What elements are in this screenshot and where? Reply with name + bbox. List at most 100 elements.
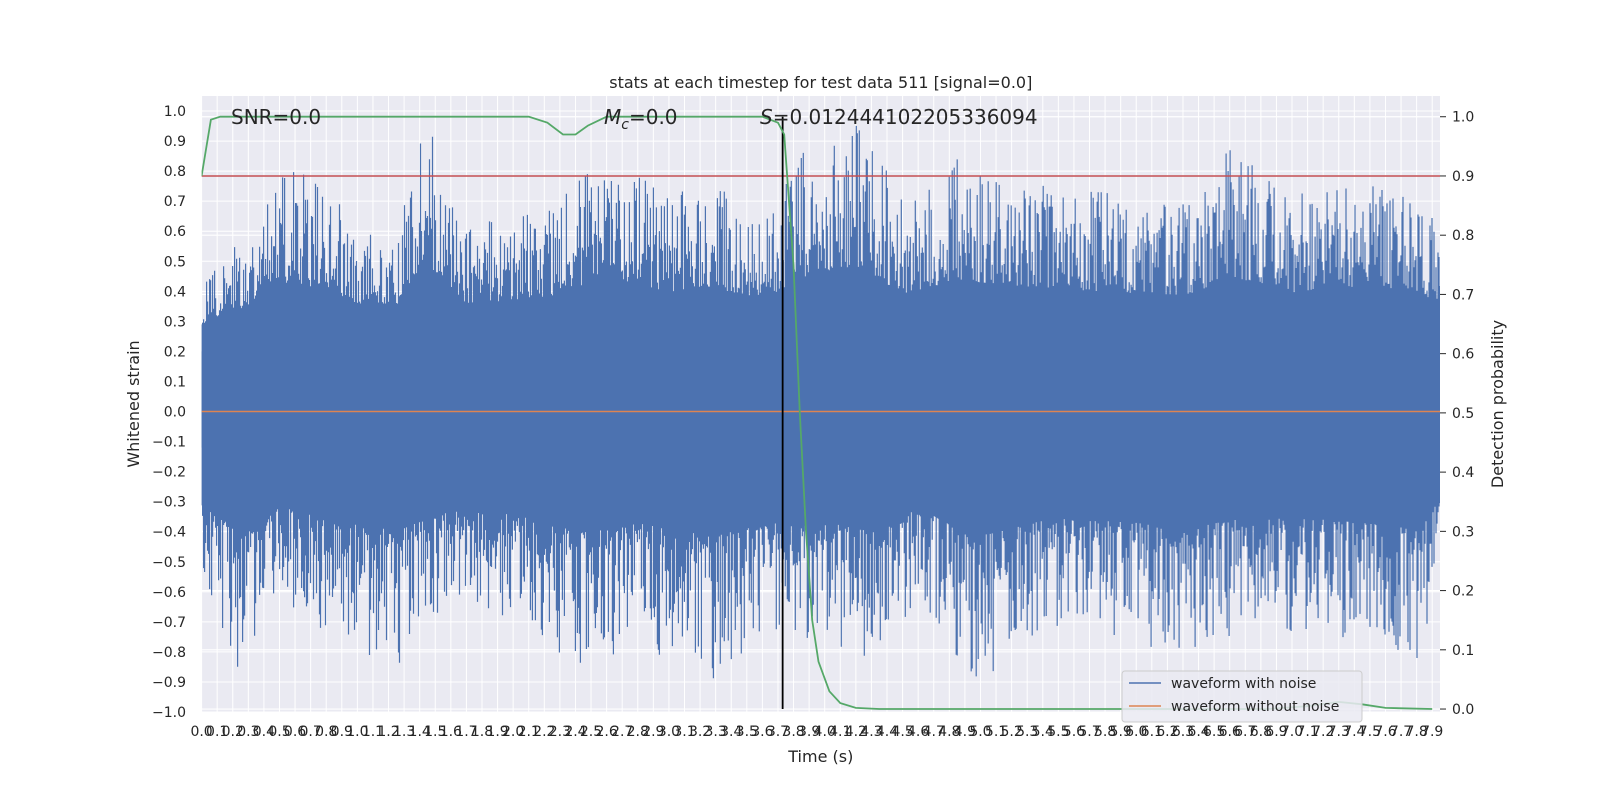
x-tick-label: 0.7 xyxy=(300,724,322,740)
x-tick-label: 0.9 xyxy=(331,724,353,740)
x-tick-label: 3.0 xyxy=(658,724,680,740)
x-tick-label: 7.0 xyxy=(1281,724,1303,740)
x-tick-label: 0.5 xyxy=(268,724,290,740)
y2-ticks: 1.0 0.9 0.8 0.7 0.6 0.5 0.4 0.3 0.2 0.1 0.0 xyxy=(1440,110,1474,718)
y2-tick-label: 1.0 xyxy=(1452,110,1474,126)
x-tick-label: 6.7 xyxy=(1234,724,1256,740)
x-tick-label: 2.0 xyxy=(502,724,524,740)
x-tick-label: 1.0 xyxy=(346,724,368,740)
x-tick-label: 5.7 xyxy=(1078,724,1100,740)
x-tick-label: 5.8 xyxy=(1094,724,1116,740)
chart-title: stats at each timestep for test data 511… xyxy=(609,73,1032,92)
waveform-with-noise-series xyxy=(201,125,1441,679)
chirp-mass-symbol: M xyxy=(604,105,621,129)
x-tick-label: 1.7 xyxy=(455,724,477,740)
x-tick-label: 5.2 xyxy=(1000,724,1022,740)
x-tick-label: 4.5 xyxy=(891,724,913,740)
x-tick-label: 4.6 xyxy=(907,724,929,740)
x-tick-label: 5.0 xyxy=(969,724,991,740)
y2-tick-label: 0.5 xyxy=(1452,406,1474,422)
x-tick-label: 2.9 xyxy=(642,724,664,740)
x-tick-label: 6.0 xyxy=(1125,724,1147,740)
x-tick-label: 5.3 xyxy=(1016,724,1038,740)
legend-label-noise: waveform with noise xyxy=(1171,676,1316,692)
x-tick-label: 6.6 xyxy=(1219,724,1241,740)
y-tick-label: 0.0 xyxy=(164,405,186,421)
x-tick-label: 5.1 xyxy=(985,724,1007,740)
y-tick-label: 1.0 xyxy=(164,104,186,120)
snr-annotation: SNR=0.0 xyxy=(231,105,321,129)
x-tick-label: 6.4 xyxy=(1187,724,1209,740)
x-tick-label: 7.9 xyxy=(1421,724,1443,740)
x-tick-label: 7.5 xyxy=(1359,724,1381,740)
x-tick-label: 6.1 xyxy=(1141,724,1163,740)
y-tick-label: −0.9 xyxy=(152,675,186,691)
y2-axis-label: Detection probability xyxy=(1488,320,1507,488)
x-tick-label: 1.9 xyxy=(486,724,508,740)
x-tick-label: 0.6 xyxy=(284,724,306,740)
y-tick-label: 0.5 xyxy=(164,254,186,270)
x-tick-label: 0.3 xyxy=(237,724,259,740)
waveform-with-noise-core xyxy=(201,351,1441,448)
x-tick-label: 5.5 xyxy=(1047,724,1069,740)
x-tick-label: 2.8 xyxy=(627,724,649,740)
x-ticks: 0.00.10.20.30.40.50.60.70.80.91.01.11.21… xyxy=(190,724,1443,740)
y-tick-label: −1.0 xyxy=(152,705,186,721)
x-tick-label: 4.1 xyxy=(829,724,851,740)
legend-box xyxy=(1121,670,1363,723)
x-tick-label: 7.7 xyxy=(1390,724,1412,740)
y-tick-label: 0.3 xyxy=(164,314,186,330)
x-tick-label: 2.1 xyxy=(518,724,540,740)
x-tick-label: 1.8 xyxy=(471,724,493,740)
x-tick-label: 3.9 xyxy=(798,724,820,740)
legend: waveform with noise waveform without noi… xyxy=(1121,670,1363,723)
x-tick-label: 0.1 xyxy=(206,724,228,740)
chirp-mass-subscript: c xyxy=(621,117,629,133)
x-tick-label: 1.1 xyxy=(362,724,384,740)
y2-tick-label: 0.4 xyxy=(1452,465,1474,481)
x-tick-label: 2.2 xyxy=(533,724,555,740)
y-tick-label: 0.9 xyxy=(164,134,186,150)
y-tick-label: −0.4 xyxy=(152,525,186,541)
plot-content xyxy=(201,115,1441,710)
y-tick-label: −0.2 xyxy=(152,465,186,481)
x-tick-label: 0.2 xyxy=(222,724,244,740)
statistic-value: =0.012444102205336094 xyxy=(773,105,1038,129)
x-tick-label: 1.3 xyxy=(393,724,415,740)
x-tick-label: 3.6 xyxy=(751,724,773,740)
x-tick-label: 3.3 xyxy=(705,724,727,740)
y-axis-label: Whitened strain xyxy=(124,340,143,467)
x-tick-label: 6.5 xyxy=(1203,724,1225,740)
y-tick-label: −0.6 xyxy=(152,585,186,601)
y-tick-label: −0.8 xyxy=(152,645,186,661)
x-tick-label: 3.7 xyxy=(767,724,789,740)
x-tick-label: 7.4 xyxy=(1343,724,1365,740)
x-tick-label: 4.3 xyxy=(860,724,882,740)
y2-tick-label: 0.8 xyxy=(1452,228,1474,244)
y-tick-label: 0.8 xyxy=(164,164,186,180)
x-tick-label: 3.2 xyxy=(689,724,711,740)
x-tick-label: 4.8 xyxy=(938,724,960,740)
x-axis-label: Time (s) xyxy=(787,747,853,766)
x-tick-label: 3.4 xyxy=(720,724,742,740)
x-tick-label: 2.3 xyxy=(549,724,571,740)
x-tick-label: 1.5 xyxy=(424,724,446,740)
y2-tick-label: 0.1 xyxy=(1452,643,1474,659)
y-tick-label: −0.3 xyxy=(152,495,186,511)
x-tick-label: 4.0 xyxy=(814,724,836,740)
y2-tick-label: 0.2 xyxy=(1452,584,1474,600)
y2-tick-label: 0.7 xyxy=(1452,287,1474,303)
chirp-mass-annotation: Mc=0.0 xyxy=(604,105,678,133)
x-tick-label: 0.8 xyxy=(315,724,337,740)
x-tick-label: 7.6 xyxy=(1374,724,1396,740)
x-tick-label: 6.8 xyxy=(1250,724,1272,740)
chirp-mass-value: =0.0 xyxy=(629,105,678,129)
y-tick-label: 0.2 xyxy=(164,344,186,360)
x-tick-label: 4.2 xyxy=(845,724,867,740)
x-tick-label: 1.6 xyxy=(440,724,462,740)
x-tick-label: 3.5 xyxy=(736,724,758,740)
statistic-annotation: S=0.012444102205336094 xyxy=(760,105,1038,129)
x-tick-label: 7.2 xyxy=(1312,724,1334,740)
x-tick-label: 4.4 xyxy=(876,724,898,740)
